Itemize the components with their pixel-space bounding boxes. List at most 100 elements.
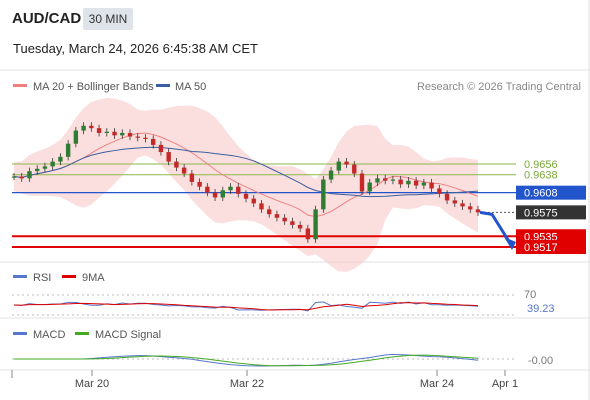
- candle-body: [65, 143, 71, 157]
- candle-body: [27, 171, 32, 179]
- last-price-label: 0.9575: [524, 207, 558, 219]
- macd-legend-swatch: [13, 332, 27, 335]
- rsi-value-label: 39.23: [527, 303, 555, 315]
- macd-signal-legend-swatch: [75, 332, 89, 335]
- support-1-label-box: [516, 229, 586, 244]
- rsi-ma-legend-swatch: [62, 275, 76, 278]
- candle-body: [181, 167, 187, 174]
- candle-body: [383, 178, 388, 181]
- candle-body: [305, 228, 311, 240]
- rsi-lines: [13, 301, 479, 312]
- candle-body: [50, 161, 55, 167]
- candle-body: [282, 217, 287, 222]
- ma50-legend-label: MA 50: [175, 81, 206, 93]
- candle-body: [406, 180, 411, 185]
- resistance-2-label: 0.9638: [524, 170, 558, 182]
- candle-body: [212, 192, 218, 198]
- candle-body: [96, 128, 102, 133]
- macd-value-label: -0.00: [528, 355, 553, 367]
- candle-body: [166, 152, 171, 162]
- candle-body: [390, 179, 396, 181]
- ma20-legend-swatch: [13, 84, 27, 87]
- candle-body: [135, 136, 140, 138]
- x-tick-label: Apr 1: [492, 378, 518, 390]
- candle-body: [328, 170, 334, 180]
- symbol-title: AUD/CAD: [12, 10, 82, 27]
- candle-body: [359, 173, 365, 192]
- candle-body: [460, 203, 465, 207]
- candle-body: [444, 193, 450, 201]
- support-2-label: 0.9517: [524, 242, 558, 254]
- candle-body: [452, 200, 457, 204]
- candle-body: [205, 186, 210, 193]
- candle-body: [112, 131, 117, 136]
- time-axis: Mar 20 Mar 22 Mar 24 Apr 1: [11, 370, 518, 390]
- candle-body: [259, 203, 264, 210]
- macd-signal-legend-label: MACD Signal: [95, 329, 161, 341]
- macd-signal-line: [14, 354, 479, 367]
- candle-body: [158, 144, 164, 153]
- candle-body: [413, 180, 419, 186]
- candle-body: [220, 190, 225, 198]
- bollinger-band-area: [14, 97, 478, 273]
- projection-arrowhead: [504, 237, 516, 250]
- candle-body: [437, 188, 442, 194]
- x-tick-label: Mar 22: [230, 378, 264, 390]
- candle-body: [19, 176, 24, 179]
- candle-body: [120, 132, 125, 136]
- candle-body: [236, 186, 241, 194]
- candle-body: [58, 156, 63, 162]
- candle-body: [151, 138, 156, 145]
- candle-body: [104, 131, 109, 133]
- rsi-70-label: 70: [524, 289, 536, 301]
- resistance-1-label: 0.9656: [524, 159, 558, 171]
- rsi-legend-swatch: [13, 275, 27, 278]
- bollinger-band: [14, 97, 478, 273]
- candle-body: [197, 181, 202, 187]
- macd-lines: [14, 353, 479, 367]
- rsi-line: [13, 301, 479, 312]
- timeframe-badge[interactable]: 30 MIN: [83, 8, 133, 30]
- candle-body: [35, 168, 40, 172]
- candle-body: [81, 125, 86, 131]
- credit-text: Research © 2026 Trading Central: [417, 81, 581, 93]
- candle-body: [421, 182, 427, 186]
- ma20-legend-label: MA 20 + Bollinger Bands: [33, 81, 154, 93]
- candle-body: [297, 224, 303, 229]
- candle-body: [11, 176, 17, 178]
- candle-body: [251, 198, 256, 204]
- chart-datetime: Tuesday, March 24, 2026 6:45:38 AM CET: [13, 41, 258, 56]
- candle-body: [290, 221, 295, 225]
- candle-body: [228, 186, 233, 191]
- rsi-ma-line: [13, 302, 479, 311]
- candle-body: [336, 161, 341, 171]
- support-2-label-box: [516, 240, 586, 254]
- candle-body: [73, 130, 79, 144]
- candle-body: [243, 193, 249, 199]
- ma50-legend-swatch: [156, 84, 170, 87]
- candle-body: [127, 132, 133, 137]
- candle-body: [189, 173, 195, 182]
- ma50-line: [13, 146, 479, 198]
- candle-body: [42, 166, 48, 169]
- candle-body: [89, 125, 94, 129]
- projection-arrow: [479, 210, 516, 250]
- candle-body: [321, 179, 326, 210]
- pivot-label: 0.9608: [524, 188, 558, 200]
- candle-body: [352, 164, 357, 174]
- price-levels: [12, 163, 516, 248]
- last-price-label-box: [516, 205, 586, 220]
- candle-body: [367, 182, 372, 192]
- candle-body: [313, 209, 318, 240]
- x-tick-label: Mar 20: [75, 378, 109, 390]
- rsi-legend-label: RSI: [33, 272, 51, 284]
- candlesticks: [11, 122, 481, 243]
- candle-body: [174, 161, 179, 168]
- candle-body: [274, 214, 280, 218]
- pivot-label-box: [516, 185, 586, 200]
- candle-body: [475, 209, 481, 213]
- x-tick-label: Mar 24: [420, 378, 454, 390]
- candle-body: [398, 179, 403, 185]
